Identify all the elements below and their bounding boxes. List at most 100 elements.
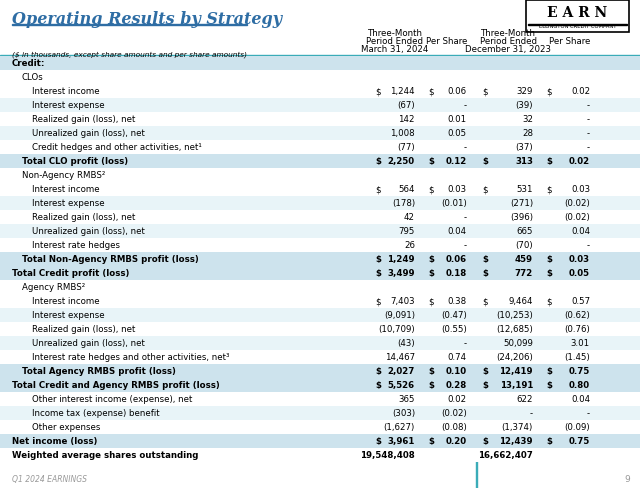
- Bar: [0, 239, 640, 252]
- Text: 0.03: 0.03: [571, 185, 590, 194]
- Text: -: -: [587, 143, 590, 152]
- Text: $: $: [428, 87, 433, 96]
- Text: 7,403: 7,403: [390, 297, 415, 306]
- Text: 26: 26: [404, 241, 415, 250]
- Text: 772: 772: [515, 269, 533, 278]
- Text: 42: 42: [404, 213, 415, 222]
- Text: $: $: [375, 297, 381, 306]
- Text: 0.02: 0.02: [569, 157, 590, 166]
- Text: 459: 459: [515, 255, 533, 264]
- Text: (1,627): (1,627): [384, 423, 415, 431]
- Text: (70): (70): [515, 241, 533, 250]
- Bar: [0, 197, 640, 210]
- Text: 19,548,408: 19,548,408: [360, 450, 415, 460]
- Bar: [0, 56, 640, 57]
- Text: Interest income: Interest income: [32, 297, 100, 306]
- Text: Total Non-Agency RMBS profit (loss): Total Non-Agency RMBS profit (loss): [22, 255, 199, 264]
- Text: 0.75: 0.75: [569, 437, 590, 446]
- Text: 0.04: 0.04: [448, 227, 467, 236]
- Text: $: $: [546, 297, 552, 306]
- Text: $: $: [546, 437, 552, 446]
- Bar: [0, 392, 640, 406]
- Text: (0.09): (0.09): [564, 423, 590, 431]
- Text: $: $: [428, 185, 433, 194]
- Text: 0.06: 0.06: [446, 255, 467, 264]
- Text: Three-Month: Three-Month: [367, 29, 422, 38]
- Text: Non-Agency RMBS²: Non-Agency RMBS²: [22, 171, 106, 180]
- Text: (10,253): (10,253): [496, 311, 533, 320]
- Text: 0.05: 0.05: [448, 129, 467, 138]
- Text: Credit:: Credit:: [12, 60, 45, 68]
- Text: 14,467: 14,467: [385, 353, 415, 362]
- Bar: [0, 294, 640, 308]
- Text: 13,191: 13,191: [500, 381, 533, 390]
- Text: 1,244: 1,244: [390, 87, 415, 96]
- Text: 12,439: 12,439: [499, 437, 533, 446]
- Text: Interest income: Interest income: [32, 87, 100, 96]
- Text: $: $: [428, 367, 434, 376]
- Bar: [0, 224, 640, 239]
- Text: -: -: [464, 102, 467, 110]
- Text: (0.02): (0.02): [564, 199, 590, 208]
- Text: 329: 329: [516, 87, 533, 96]
- Bar: [0, 266, 640, 281]
- Text: Interest income: Interest income: [32, 185, 100, 194]
- Text: (1,374): (1,374): [502, 423, 533, 431]
- Bar: [0, 406, 640, 420]
- Text: (0.08): (0.08): [441, 423, 467, 431]
- Bar: [526, 1, 629, 33]
- Text: ELLINGTON CREDIT COMPANY: ELLINGTON CREDIT COMPANY: [539, 24, 616, 29]
- Text: 795: 795: [399, 227, 415, 236]
- Text: $: $: [428, 437, 434, 446]
- Bar: [0, 281, 640, 294]
- Text: 0.10: 0.10: [446, 367, 467, 376]
- Text: ($ in thousands, except share amounts and per share amounts): ($ in thousands, except share amounts an…: [12, 51, 247, 58]
- Text: $: $: [482, 87, 488, 96]
- Text: 0.74: 0.74: [448, 353, 467, 362]
- Text: $: $: [546, 367, 552, 376]
- Bar: [0, 183, 640, 197]
- Text: 0.57: 0.57: [571, 297, 590, 306]
- Text: -: -: [587, 408, 590, 418]
- Text: Per Share: Per Share: [426, 37, 468, 46]
- Bar: [0, 141, 640, 155]
- Text: Other interest income (expense), net: Other interest income (expense), net: [32, 395, 193, 404]
- Text: -: -: [464, 339, 467, 348]
- Text: Total CLO profit (loss): Total CLO profit (loss): [22, 157, 128, 166]
- Text: 531: 531: [516, 185, 533, 194]
- Bar: [0, 364, 640, 378]
- Bar: [0, 113, 640, 127]
- Text: $: $: [546, 269, 552, 278]
- Text: 0.04: 0.04: [571, 395, 590, 404]
- Text: 0.12: 0.12: [445, 157, 467, 166]
- Text: (37): (37): [515, 143, 533, 152]
- Text: 313: 313: [515, 157, 533, 166]
- Text: 3.01: 3.01: [571, 339, 590, 348]
- Text: $: $: [375, 185, 381, 194]
- Bar: [0, 350, 640, 364]
- Text: $: $: [546, 157, 552, 166]
- Text: $: $: [428, 297, 433, 306]
- Text: Realized gain (loss), net: Realized gain (loss), net: [32, 115, 136, 124]
- Text: (0.76): (0.76): [564, 325, 590, 334]
- Text: 622: 622: [516, 395, 533, 404]
- Text: (0.62): (0.62): [564, 311, 590, 320]
- Text: CLOs: CLOs: [22, 73, 44, 82]
- Bar: [0, 252, 640, 266]
- Text: $: $: [482, 157, 488, 166]
- Text: $: $: [375, 381, 381, 390]
- Bar: [0, 210, 640, 224]
- Text: 50,099: 50,099: [503, 339, 533, 348]
- Bar: [0, 57, 640, 71]
- Text: -: -: [587, 115, 590, 124]
- Text: (396): (396): [510, 213, 533, 222]
- Text: $: $: [482, 185, 488, 194]
- Text: 0.02: 0.02: [571, 87, 590, 96]
- Bar: [0, 336, 640, 350]
- Bar: [0, 308, 640, 323]
- Text: $: $: [375, 255, 381, 264]
- Text: 1,249: 1,249: [387, 255, 415, 264]
- Text: Period Ended: Period Ended: [367, 37, 424, 46]
- Text: Agency RMBS²: Agency RMBS²: [22, 283, 85, 292]
- Text: Income tax (expense) benefit: Income tax (expense) benefit: [32, 408, 159, 418]
